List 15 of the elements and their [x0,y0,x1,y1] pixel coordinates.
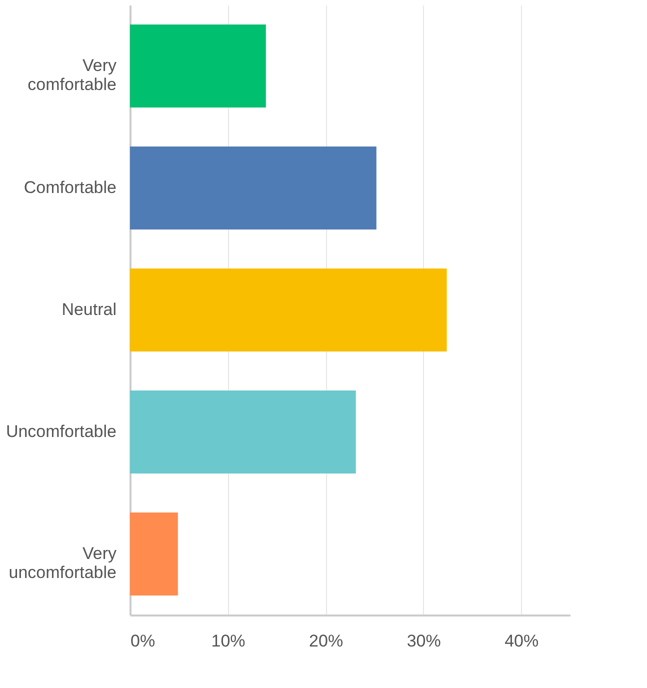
x-tick-label: 40% [504,632,539,650]
bar [130,268,447,352]
bar [130,512,178,596]
bar [130,146,376,230]
x-tick-label: 0% [130,632,156,650]
y-tick-label: Neutral [62,300,116,319]
y-tick-label: Uncomfortable [6,422,116,441]
x-tick-label: 20% [309,632,344,650]
x-tick-label: 30% [406,632,441,650]
y-tick-label: Very comfortable [28,56,117,94]
bar [130,390,356,474]
bar [130,24,266,108]
y-tick-label: Comfortable [24,178,116,197]
y-tick-label: Very uncomfortable [8,544,117,582]
x-tick-label: 10% [211,632,246,650]
